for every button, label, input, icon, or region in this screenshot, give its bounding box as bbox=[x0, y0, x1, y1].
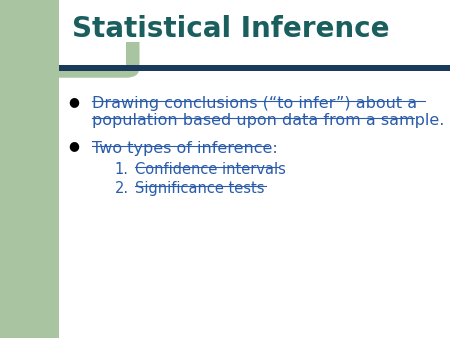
Text: 1.: 1. bbox=[115, 162, 129, 177]
FancyBboxPatch shape bbox=[58, 65, 450, 71]
Text: Significance tests: Significance tests bbox=[135, 181, 265, 196]
Text: ●: ● bbox=[68, 140, 79, 152]
FancyBboxPatch shape bbox=[0, 0, 140, 78]
Text: Two types of inference:: Two types of inference: bbox=[92, 141, 278, 156]
Text: ●: ● bbox=[68, 95, 79, 108]
FancyBboxPatch shape bbox=[58, 0, 450, 42]
Text: 2.: 2. bbox=[115, 181, 129, 196]
FancyBboxPatch shape bbox=[0, 0, 58, 338]
Text: Drawing conclusions (“to infer”) about a: Drawing conclusions (“to infer”) about a bbox=[92, 96, 418, 111]
Text: population based upon data from a sample.: population based upon data from a sample… bbox=[92, 113, 445, 128]
Text: Statistical Inference: Statistical Inference bbox=[72, 15, 390, 43]
Text: Confidence intervals: Confidence intervals bbox=[135, 162, 286, 177]
FancyBboxPatch shape bbox=[58, 0, 126, 68]
